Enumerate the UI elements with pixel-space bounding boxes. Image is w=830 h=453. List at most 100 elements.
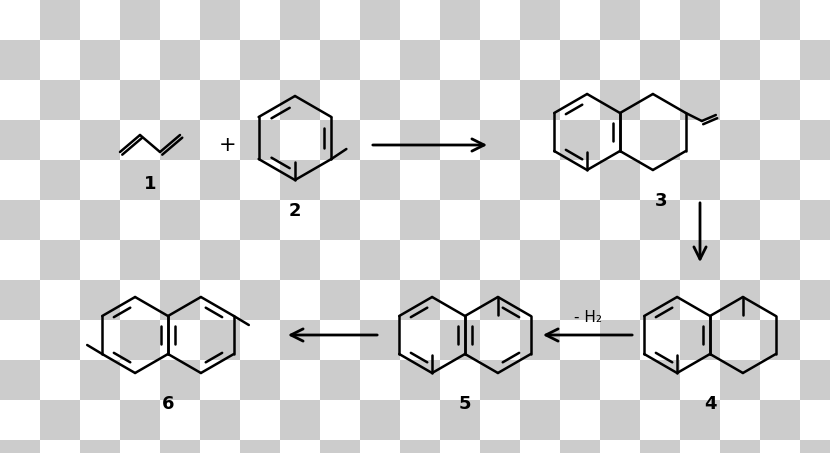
- Bar: [640, 440, 680, 453]
- Bar: [120, 120, 160, 160]
- Bar: [200, 200, 240, 240]
- Text: 3: 3: [655, 192, 667, 210]
- Bar: [640, 80, 680, 120]
- Bar: [160, 280, 200, 320]
- Bar: [240, 400, 280, 440]
- Bar: [680, 40, 720, 80]
- Text: 5: 5: [459, 395, 471, 413]
- Bar: [760, 120, 800, 160]
- Bar: [800, 0, 830, 40]
- Bar: [480, 0, 520, 40]
- Bar: [680, 120, 720, 160]
- Bar: [40, 320, 80, 360]
- Bar: [440, 40, 480, 80]
- Bar: [440, 120, 480, 160]
- Bar: [400, 280, 440, 320]
- Bar: [240, 240, 280, 280]
- Bar: [40, 240, 80, 280]
- Bar: [80, 440, 120, 453]
- Bar: [520, 0, 560, 40]
- Bar: [440, 440, 480, 453]
- Bar: [280, 80, 320, 120]
- Bar: [200, 280, 240, 320]
- Bar: [680, 160, 720, 200]
- Bar: [760, 160, 800, 200]
- Bar: [320, 80, 360, 120]
- Bar: [280, 240, 320, 280]
- Bar: [240, 280, 280, 320]
- Bar: [560, 240, 600, 280]
- Bar: [640, 40, 680, 80]
- Bar: [160, 240, 200, 280]
- Bar: [560, 400, 600, 440]
- Bar: [40, 360, 80, 400]
- Bar: [760, 80, 800, 120]
- Bar: [440, 80, 480, 120]
- Bar: [200, 0, 240, 40]
- Bar: [360, 400, 400, 440]
- Bar: [520, 360, 560, 400]
- Bar: [440, 320, 480, 360]
- Bar: [480, 120, 520, 160]
- Bar: [560, 360, 600, 400]
- Bar: [360, 160, 400, 200]
- Bar: [120, 240, 160, 280]
- Bar: [0, 0, 40, 40]
- Bar: [520, 160, 560, 200]
- Bar: [40, 440, 80, 453]
- Bar: [520, 440, 560, 453]
- Bar: [280, 160, 320, 200]
- Bar: [400, 360, 440, 400]
- Bar: [320, 400, 360, 440]
- Bar: [360, 80, 400, 120]
- Bar: [480, 240, 520, 280]
- Bar: [320, 320, 360, 360]
- Bar: [560, 200, 600, 240]
- Bar: [320, 360, 360, 400]
- Bar: [800, 400, 830, 440]
- Bar: [760, 40, 800, 80]
- Bar: [600, 440, 640, 453]
- Bar: [760, 320, 800, 360]
- Bar: [680, 440, 720, 453]
- Bar: [640, 320, 680, 360]
- Bar: [680, 360, 720, 400]
- Bar: [400, 200, 440, 240]
- Bar: [520, 200, 560, 240]
- Bar: [40, 280, 80, 320]
- Bar: [40, 400, 80, 440]
- Bar: [600, 120, 640, 160]
- Bar: [160, 0, 200, 40]
- Bar: [800, 360, 830, 400]
- Bar: [440, 360, 480, 400]
- Bar: [120, 160, 160, 200]
- Bar: [280, 400, 320, 440]
- Bar: [800, 160, 830, 200]
- Bar: [400, 160, 440, 200]
- Bar: [680, 80, 720, 120]
- Bar: [400, 320, 440, 360]
- Bar: [520, 40, 560, 80]
- Bar: [0, 280, 40, 320]
- Bar: [240, 320, 280, 360]
- Bar: [800, 200, 830, 240]
- Bar: [600, 360, 640, 400]
- Bar: [240, 200, 280, 240]
- Bar: [360, 40, 400, 80]
- Bar: [200, 40, 240, 80]
- Bar: [200, 400, 240, 440]
- Bar: [560, 40, 600, 80]
- Bar: [720, 360, 760, 400]
- Bar: [40, 120, 80, 160]
- Bar: [600, 80, 640, 120]
- Bar: [400, 440, 440, 453]
- Bar: [160, 40, 200, 80]
- Bar: [480, 80, 520, 120]
- Bar: [120, 0, 160, 40]
- Bar: [600, 160, 640, 200]
- Bar: [0, 120, 40, 160]
- Bar: [400, 120, 440, 160]
- Bar: [160, 320, 200, 360]
- Bar: [680, 200, 720, 240]
- Bar: [560, 80, 600, 120]
